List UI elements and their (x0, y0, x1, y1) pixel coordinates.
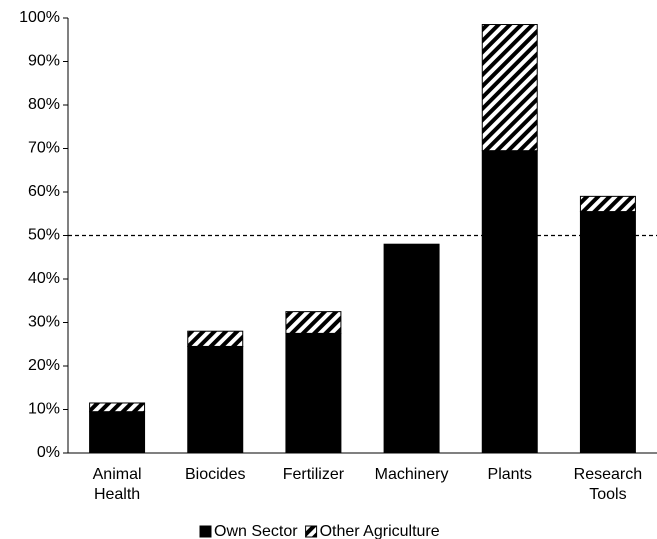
y-tick-label: 20% (28, 357, 60, 374)
x-tick-label: Machinery (374, 466, 449, 483)
legend-label: Own Sector (214, 523, 298, 539)
x-tick-label: Plants (487, 466, 532, 483)
y-tick-label: 50% (28, 227, 60, 244)
y-tick-label: 40% (28, 270, 60, 287)
bar-segment (187, 330, 244, 347)
y-tick-label: 10% (28, 401, 60, 418)
bar-segment (89, 411, 146, 454)
x-tick-label: Fertilizer (282, 466, 345, 483)
y-tick-label: 30% (28, 314, 60, 331)
bar-segment (383, 243, 440, 454)
bar-segment (579, 195, 636, 213)
y-tick-label: 100% (19, 9, 60, 26)
x-tick-label: Biocides (185, 466, 246, 483)
y-tick-label: 90% (28, 53, 60, 70)
legend-swatch (199, 525, 212, 538)
bar-segment (579, 211, 636, 454)
x-tick-label: Research Tools (573, 466, 643, 503)
bar-segment (481, 150, 538, 454)
bar-segment (89, 402, 146, 413)
legend-label: Other Agriculture (320, 523, 440, 539)
legend-swatch (305, 525, 318, 538)
y-tick-label: 70% (28, 140, 60, 157)
bar-segment (285, 311, 342, 334)
y-tick-label: 60% (28, 183, 60, 200)
bar-segment (481, 24, 538, 152)
y-tick-label: 0% (37, 444, 60, 461)
bar-segment (187, 345, 244, 454)
bar-segment (285, 332, 342, 454)
y-tick-label: 80% (28, 96, 60, 113)
x-tick-label: Animal Health (92, 466, 142, 503)
